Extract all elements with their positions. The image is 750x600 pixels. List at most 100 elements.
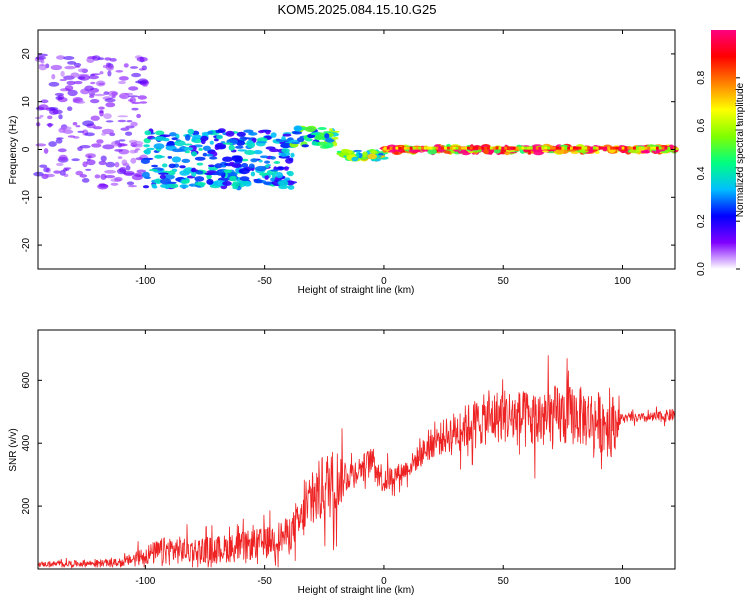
spectral-blob [114,149,123,152]
spectral-blob [542,150,549,153]
spectral-blob [236,131,246,137]
spectral-blob [263,181,273,186]
colorbar-ticks: 0.0 0.2 0.4 0.6 0.8 [696,70,740,276]
chart-title: KOM5.2025.084.15.10.G25 [277,2,436,17]
spectral-blob [141,171,150,179]
spectral-blob [35,143,47,147]
spectral-blob [457,151,463,154]
spectral-blob [159,174,166,180]
spectral-blob [183,147,194,151]
spectral-blob [38,104,49,111]
spectral-core [544,146,548,150]
spectral-blob [488,149,493,155]
spectral-blob [209,156,218,160]
spectral-blob [47,115,53,120]
spectral-blob [102,144,115,150]
snr-y-axis-label: SNR (v/v) [8,428,19,471]
spectral-core [518,146,522,150]
spectral-blob [248,132,258,136]
spectral-core [595,146,599,150]
spectral-blob [98,160,107,166]
spectral-blob [256,141,268,144]
spectral-core [426,146,430,150]
spectral-blob [232,186,239,190]
spectral-blob [629,149,640,154]
spectral-blob [55,138,63,144]
spectral-blob [80,88,90,95]
spectral-blob [214,163,223,169]
spectral-blob [71,158,80,162]
spectral-blob [66,80,76,86]
spectral-blob [221,164,227,168]
spectral-core [418,146,422,150]
spectral-blob [286,171,292,175]
spectral-blob [179,184,189,189]
spectral-blob [154,178,163,184]
spectral-blob [265,130,271,135]
spectral-core [449,146,453,150]
spectral-blob [90,115,100,121]
spectral-blob [58,154,68,161]
colorbar: 0.0 0.2 0.4 0.6 0.8 Normalized spectral ampl… [696,30,746,276]
spectral-blob [264,174,269,180]
spectral-blob [222,156,233,162]
spectral-blob [239,176,250,181]
x-tick-label: -100 [135,576,155,587]
spectral-blob [137,95,147,100]
spectral-blob [222,181,232,186]
spectral-blob [43,148,49,154]
spectral-blob [59,79,67,81]
spectral-blob [134,148,141,151]
y-tick-label: -20 [21,237,32,252]
spectral-blob [144,130,152,136]
spectral-blob [143,144,150,148]
spectral-blob [250,158,258,163]
spectral-blob [171,156,181,163]
spectral-blob [67,89,78,97]
spectral-blob [104,98,116,103]
x-tick-label: 0 [381,276,387,287]
spectral-core [627,146,631,150]
spectral-core [598,146,602,150]
spectral-blob [293,125,303,132]
colorbar-gradient [711,30,736,269]
spectral-blob [143,149,151,155]
colorbar-tick-label: 0.6 [696,118,707,132]
spectral-core [661,146,665,150]
spectral-blob [408,149,419,153]
spectral-core [495,146,499,150]
spectral-core [458,146,462,150]
spectral-blob [202,152,208,157]
spectral-blob [136,113,142,119]
spectral-blob [152,185,158,189]
spectral-blob [64,65,76,70]
spectral-blob [118,80,126,85]
spectral-blob [107,90,119,97]
spectral-blob [207,130,214,135]
spectral-blob [328,128,333,132]
spectral-blob [229,175,237,182]
spectral-blob [287,185,295,190]
spectral-blob [67,106,73,111]
spectral-core [487,146,490,150]
spectral-core [587,146,591,150]
spectral-blob [67,135,76,138]
spectral-core [489,146,493,150]
spectral-core [401,146,405,150]
spectral-blob [118,139,126,142]
spectral-blob [75,125,81,128]
spectral-blob [125,165,131,171]
spectral-blob [151,164,159,168]
spectrogram-x-axis-label: Height of straight line (km) [298,285,415,296]
spectral-blob [118,143,126,147]
spectral-blob [99,71,104,75]
spectral-core [547,146,551,150]
spectral-core [469,146,473,150]
spectral-blob [48,141,57,147]
spectral-blob [59,169,66,176]
spectral-blob [222,142,233,145]
spectral-core [455,146,459,150]
spectral-blob [130,157,137,164]
spectral-blob [282,139,290,142]
